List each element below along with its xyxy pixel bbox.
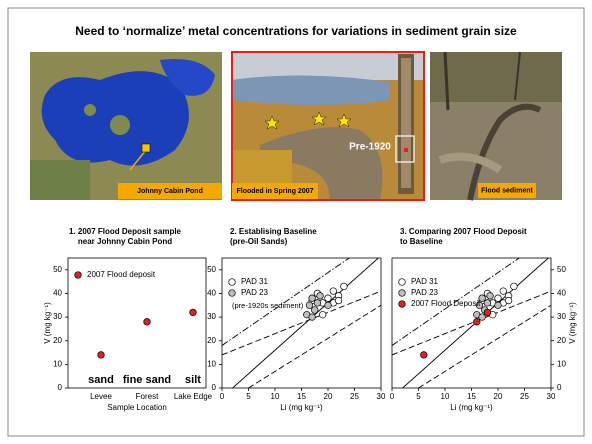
y-axis-label: V (mg kg⁻¹) [43, 302, 52, 344]
category-annotation: fine sand [123, 374, 171, 386]
data-point [479, 314, 486, 321]
chart-title: (pre-Oil Sands) [230, 237, 288, 246]
data-point [309, 295, 316, 302]
y-tick-label: 20 [207, 336, 216, 345]
data-point [325, 295, 332, 302]
legend-label: 2007 Flood deposit [87, 270, 156, 279]
data-point [306, 302, 313, 309]
x-tick-label: 5 [246, 392, 251, 401]
data-point [341, 283, 348, 290]
y-tick-label: 30 [557, 312, 566, 321]
data-point [309, 314, 316, 321]
legend-label: 2007 Flood Deposit [411, 299, 481, 308]
y-tick-label: 50 [557, 265, 566, 274]
x-tick-label: 25 [520, 392, 529, 401]
x-tick-label: 5 [416, 392, 421, 401]
x-tick-label: 30 [547, 392, 556, 401]
y-tick-label: 10 [557, 359, 566, 368]
data-point [319, 311, 326, 318]
y-tick-label: 0 [557, 383, 562, 392]
data-point [317, 293, 324, 300]
x-tick-label: Lake Edge [174, 392, 213, 401]
data-point [421, 352, 428, 359]
chart-title: 1. 2007 Flood Deposit sample [69, 227, 182, 236]
x-tick-label: 0 [220, 392, 225, 401]
page: Need to ‘normalize’ metal concentrations… [0, 0, 592, 444]
legend-label: PAD 31 [241, 277, 269, 286]
x-tick-label: 10 [271, 392, 280, 401]
data-point [98, 352, 105, 359]
chart-title: 3. Comparing 2007 Flood Deposit [400, 227, 527, 236]
x-axis-label: Sample Location [107, 403, 167, 412]
photo-caption: Flood sediment [481, 187, 533, 194]
y-tick-label: 0 [58, 383, 63, 392]
legend-marker [75, 272, 82, 279]
data-point [484, 309, 491, 316]
y-tick-label: 50 [207, 265, 216, 274]
x-tick-label: 25 [350, 392, 359, 401]
data-point [484, 300, 491, 307]
x-tick-label: Levee [90, 392, 112, 401]
x-tick-label: 10 [441, 392, 450, 401]
y-axis-label: V (mg kg⁻¹) [568, 302, 577, 344]
x-tick-label: 20 [494, 392, 503, 401]
category-annotation: sand [88, 374, 114, 386]
data-point [314, 300, 321, 307]
y-tick-label: 30 [53, 312, 62, 321]
legend-note: (pre-1920s sediment) [232, 301, 304, 310]
photo-caption: Flooded in Spring 2007 [236, 188, 313, 195]
data-point [487, 293, 494, 300]
legend-marker [229, 279, 236, 286]
data-point [474, 319, 481, 326]
data-point [495, 295, 502, 302]
data-point [495, 302, 502, 309]
chart-title: 2. Establising Baseline [230, 227, 317, 236]
legend-marker [399, 279, 406, 286]
y-tick-label: 20 [557, 336, 566, 345]
legend-label: PAD 23 [411, 288, 439, 297]
data-point [500, 288, 507, 295]
x-tick-label: Forest [136, 392, 159, 401]
data-point [505, 297, 512, 304]
legend-label: PAD 31 [411, 277, 439, 286]
x-tick-label: 0 [390, 392, 395, 401]
legend-marker [399, 290, 406, 297]
data-point [190, 309, 197, 316]
legend-marker [229, 290, 236, 297]
legend-label: PAD 23 [241, 288, 269, 297]
x-tick-label: 15 [297, 392, 306, 401]
photo-sediment [430, 52, 562, 200]
photo-aerial [232, 52, 424, 200]
y-tick-label: 10 [207, 359, 216, 368]
data-point [144, 319, 151, 326]
slide-title: Need to ‘normalize’ metal concentrations… [75, 24, 517, 38]
y-tick-label: 10 [53, 359, 62, 368]
data-point [325, 302, 332, 309]
x-tick-label: 15 [467, 392, 476, 401]
photo-caption: Johnny Cabin Pond [137, 188, 203, 195]
chart-title: to Baseline [400, 237, 443, 246]
chart-title: near Johnny Cabin Pond [78, 237, 172, 246]
x-tick-label: 20 [324, 392, 333, 401]
photo-inset-label: Pre-1920 [349, 142, 391, 153]
data-point [335, 297, 342, 304]
y-tick-label: 30 [207, 312, 216, 321]
data-point [511, 283, 518, 290]
photo-satellite [30, 52, 222, 200]
data-point [330, 288, 337, 295]
y-tick-label: 20 [53, 336, 62, 345]
category-annotation: silt [185, 374, 201, 386]
x-axis-label: Li (mg kg⁻¹) [450, 403, 493, 412]
y-tick-label: 50 [53, 265, 62, 274]
y-tick-label: 40 [557, 289, 566, 298]
legend-marker [399, 301, 406, 308]
x-tick-label: 30 [377, 392, 386, 401]
y-tick-label: 40 [207, 289, 216, 298]
x-axis-label: Li (mg kg⁻¹) [280, 403, 323, 412]
y-tick-label: 0 [212, 383, 217, 392]
data-point [311, 307, 318, 314]
slide: Need to ‘normalize’ metal concentrations… [0, 0, 592, 444]
y-tick-label: 40 [53, 289, 62, 298]
